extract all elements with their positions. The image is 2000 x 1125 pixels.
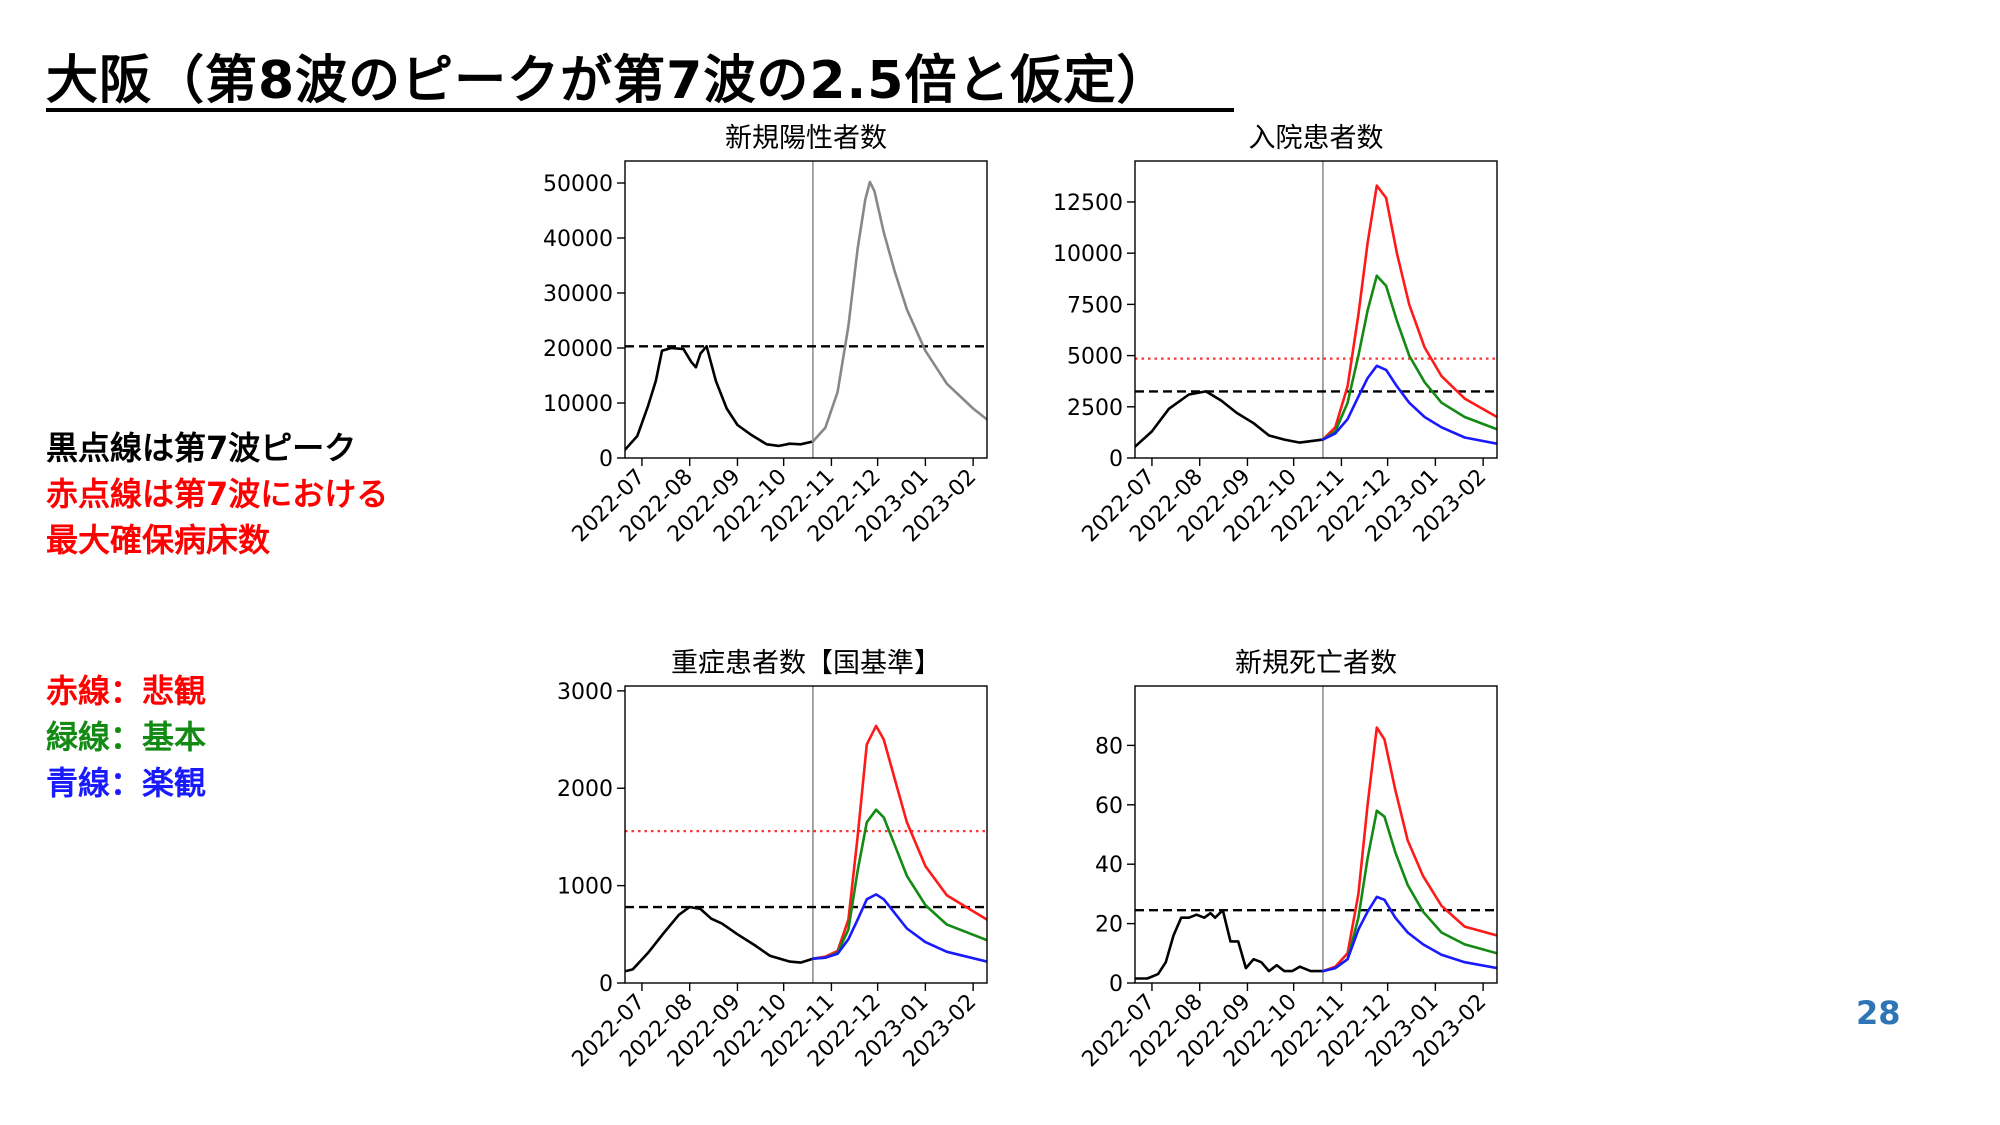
series-line-optimistic — [1321, 895, 1497, 973]
y-tick-label: 10000 — [1053, 242, 1123, 267]
chart-hospitalized-patients: 入院患者数025005000750010000125002022-072022-… — [1053, 123, 1498, 547]
note-black-dotted: 黒点線は第7波ピーク — [46, 429, 357, 467]
page-number: 28 — [1856, 994, 1901, 1032]
y-tick-label: 80 — [1095, 734, 1123, 759]
chart-title: 入院患者数 — [1249, 123, 1384, 154]
y-tick-label: 0 — [1109, 447, 1123, 472]
y-tick-label: 0 — [599, 972, 613, 997]
y-tick-label: 30000 — [543, 282, 613, 307]
series-line-pessimistic — [1321, 184, 1497, 441]
series-line-observed — [1135, 390, 1325, 449]
y-tick-label: 40000 — [543, 227, 613, 252]
title-underline — [46, 108, 1234, 112]
note-red-line: 赤線：悲観 — [46, 672, 207, 710]
series-line-pessimistic — [1321, 726, 1497, 973]
note-green-line: 緑線：基本 — [46, 718, 207, 756]
y-tick-label: 10000 — [543, 392, 613, 417]
y-tick-label: 50000 — [543, 172, 613, 197]
plot-frame — [624, 685, 988, 984]
legend-notes-scenario-lines: 赤線：悲観 緑線：基本 青線：楽観 — [46, 668, 206, 806]
y-tick-label: 20 — [1095, 913, 1123, 938]
chart-severe-patients: 重症患者数【国基準】01000200030002022-072022-08202… — [557, 648, 988, 1072]
series-line-observed — [625, 345, 815, 452]
y-tick-label: 7500 — [1067, 293, 1123, 318]
y-tick-label: 2000 — [557, 777, 613, 802]
chart-title: 新規死亡者数 — [1235, 648, 1397, 679]
series-line-projection — [811, 180, 987, 443]
series-line-observed — [625, 905, 815, 973]
y-tick-label: 5000 — [1067, 345, 1123, 370]
chart-new-positive-cases: 新規陽性者数010000200003000040000500002022-072… — [543, 123, 988, 547]
y-tick-label: 20000 — [543, 337, 613, 362]
note-red-dotted-2: 最大確保病床数 — [46, 521, 271, 559]
series-line-observed — [1135, 908, 1325, 980]
series-line-optimistic — [811, 893, 987, 963]
chart-title: 新規陽性者数 — [725, 123, 887, 154]
series-line-base — [1321, 274, 1497, 441]
slide-title: 大阪（第8波のピークが第7波の2.5倍と仮定） — [46, 51, 1170, 111]
note-blue-line: 青線：楽観 — [46, 764, 207, 802]
chart-title: 重症患者数【国基準】 — [671, 648, 941, 679]
chart-new-deaths: 新規死亡者数0204060802022-072022-082022-092022… — [1078, 648, 1498, 1072]
plot-frame — [624, 160, 988, 459]
y-tick-label: 0 — [1109, 972, 1123, 997]
y-tick-label: 60 — [1095, 794, 1123, 819]
y-tick-label: 2500 — [1067, 396, 1123, 421]
plot-frame — [1134, 160, 1498, 459]
y-tick-label: 40 — [1095, 853, 1123, 878]
note-red-dotted-1: 赤点線は第7波における — [46, 475, 389, 513]
y-tick-label: 12500 — [1053, 191, 1123, 216]
y-tick-label: 3000 — [557, 680, 613, 705]
series-line-pessimistic — [811, 724, 987, 961]
y-tick-label: 0 — [599, 447, 613, 472]
legend-notes-dotted-lines: 黒点線は第7波ピーク 赤点線は第7波における 最大確保病床数 — [46, 425, 388, 563]
y-tick-label: 1000 — [557, 875, 613, 900]
plot-frame — [1134, 685, 1498, 984]
series-line-optimistic — [1321, 364, 1497, 446]
